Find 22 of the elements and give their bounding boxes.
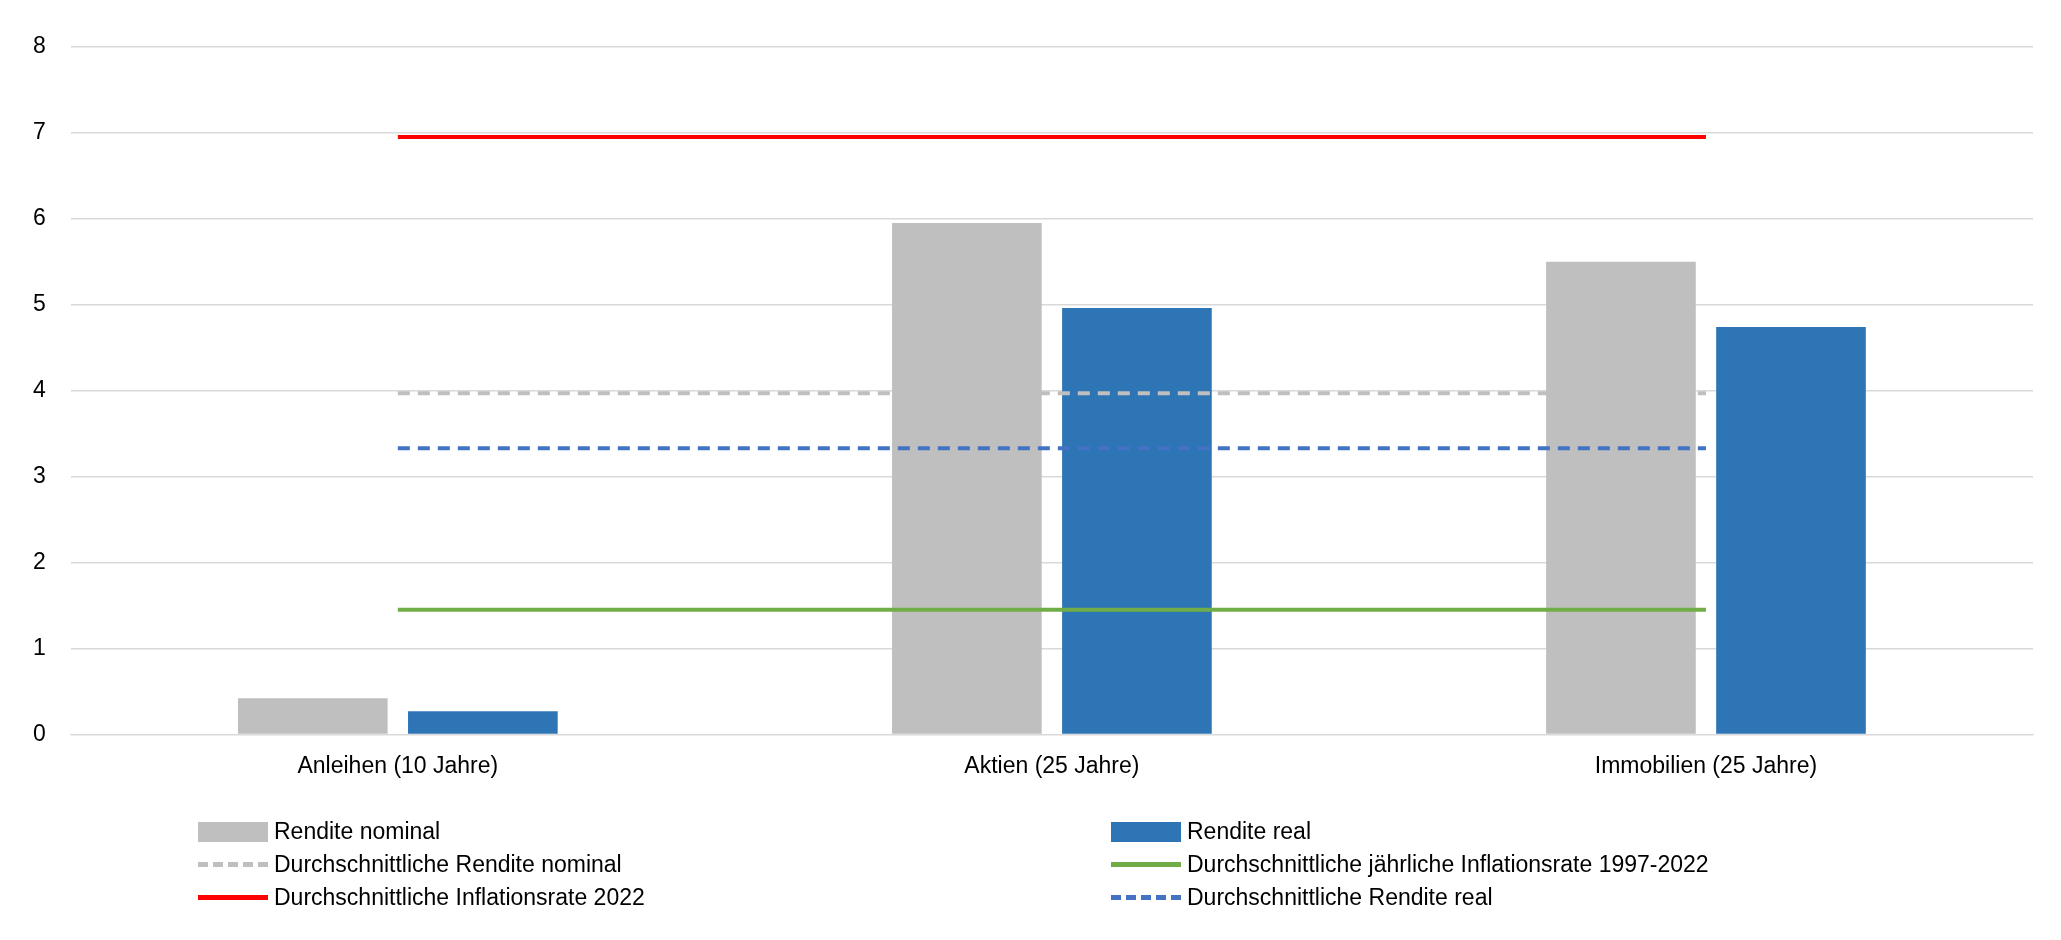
legend-label: Durchschnittliche Rendite nominal [274, 851, 622, 878]
y-tick-label: 7 [32, 118, 46, 145]
y-tick-label: 6 [32, 204, 46, 231]
bar [1716, 327, 1866, 734]
y-tick-label: 2 [32, 547, 46, 574]
x-tick-label: Aktien (25 Jahre) [964, 751, 1140, 778]
legend-label: Durchschnittliche jährliche Inflationsrate 1997-2022 [1187, 851, 1709, 878]
x-tick-label: Immobilien (25 Jahre) [1594, 751, 1818, 778]
bar [237, 698, 388, 734]
y-tick-label: 1 [32, 633, 46, 660]
bar [1062, 308, 1212, 734]
legend-label: Durchschnittliche Rendite real [1187, 884, 1493, 911]
bar [408, 711, 558, 734]
x-tick-label: Anleihen (10 Jahre) [297, 751, 499, 778]
y-tick-label: 5 [32, 289, 46, 316]
legend-label: Durchschnittliche Inflationsrate 2022 [274, 884, 645, 911]
y-tick-label: 0 [32, 719, 46, 746]
y-tick-label: 8 [32, 32, 46, 59]
legend-label: Rendite nominal [274, 818, 441, 845]
y-tick-label: 3 [32, 461, 46, 488]
legend-label: Rendite real [1187, 818, 1312, 845]
y-tick-label: 4 [32, 375, 46, 402]
